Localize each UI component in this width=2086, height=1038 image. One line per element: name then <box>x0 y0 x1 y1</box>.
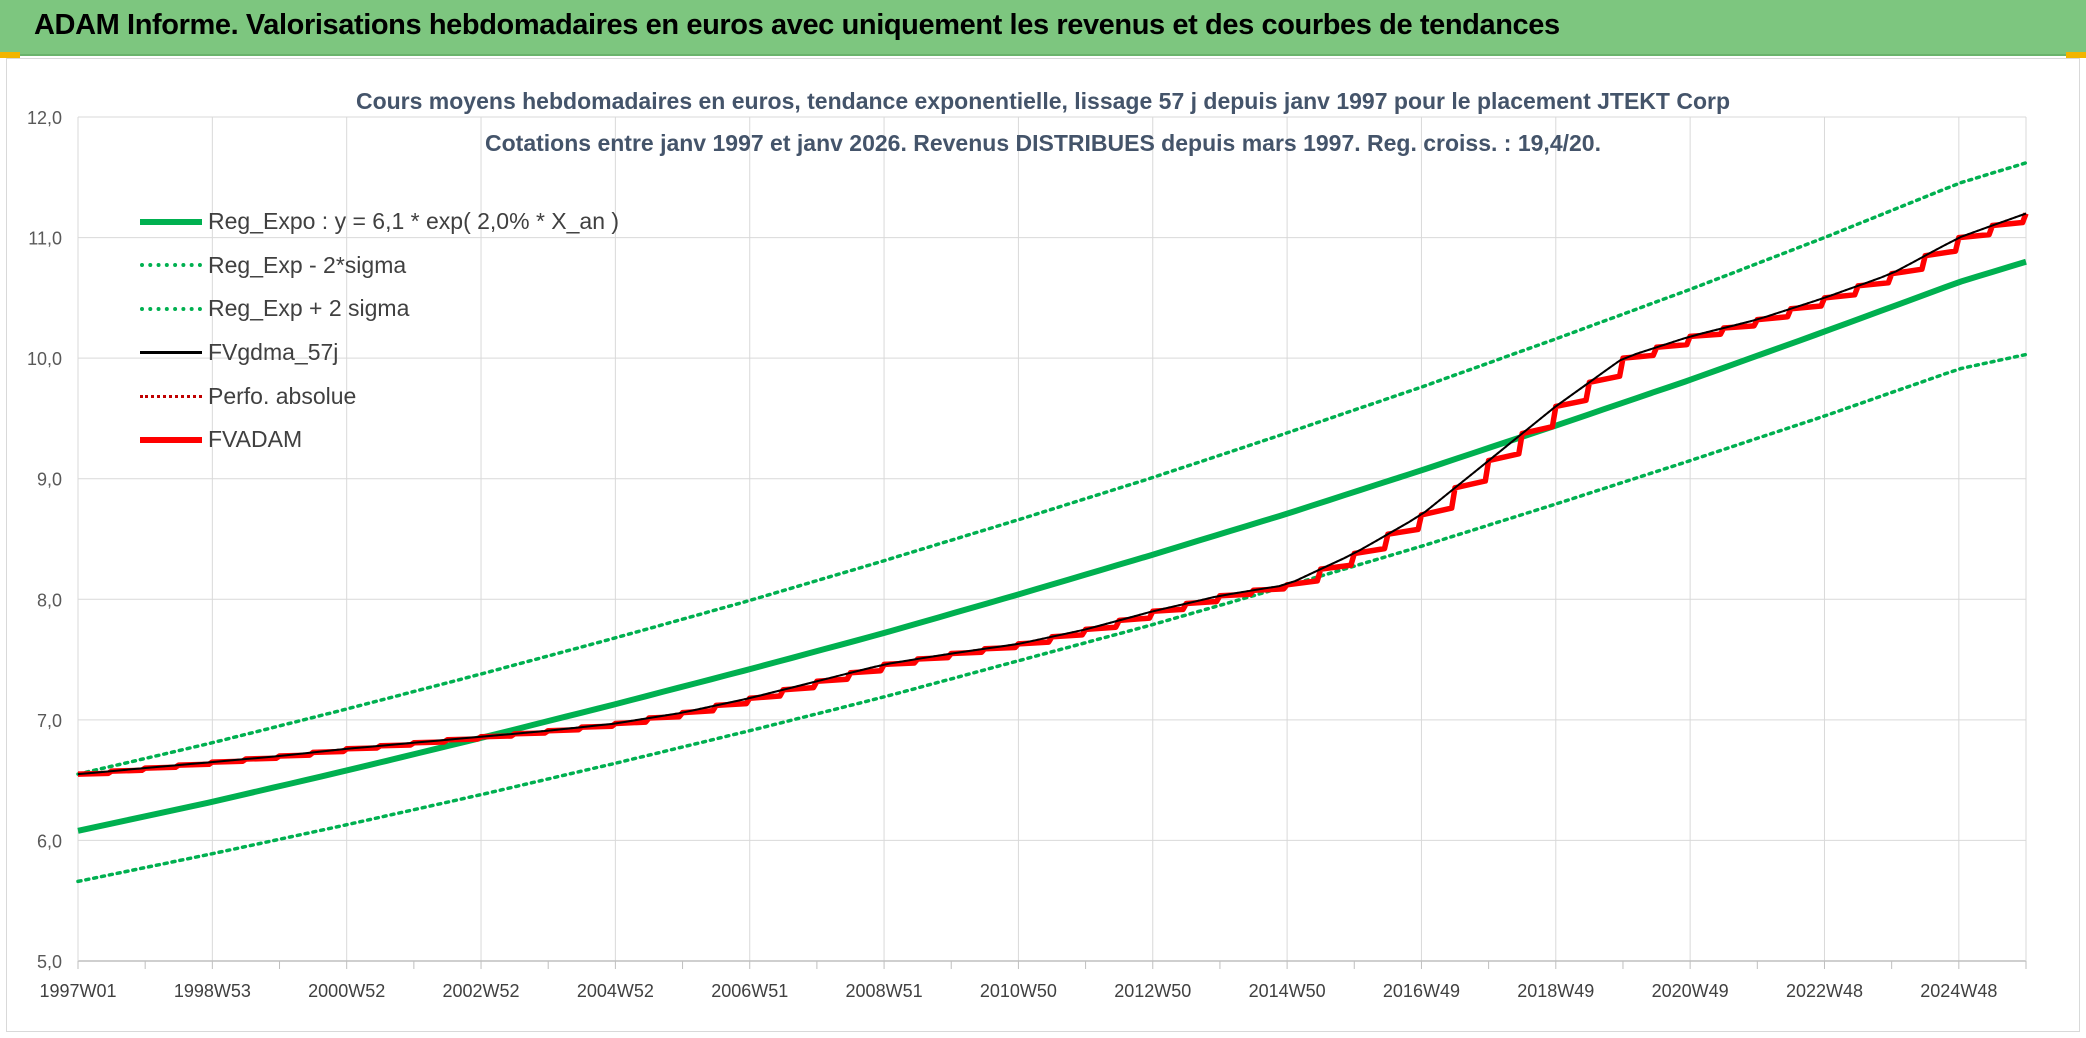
legend-label: Reg_Expo : y = 6,1 * exp( 2,0% * X_an ) <box>208 208 620 235</box>
y-axis-tick-labels: 5,0 6,0 7,0 8,0 9,0 10,0 11,0 12,0 <box>27 108 62 972</box>
chart-legend: Reg_Expo : y = 6,1 * exp( 2,0% * X_an ) R… <box>140 200 619 462</box>
reg-exp-plus-2sigma-line <box>76 161 2028 776</box>
y-tick-label: 8,0 <box>37 590 62 610</box>
legend-item: Reg_Exp + 2 sigma <box>140 287 619 331</box>
legend-label: FVgdma_57j <box>208 339 339 366</box>
legend-swatch <box>140 263 202 268</box>
y-tick-label: 9,0 <box>37 470 62 490</box>
axes <box>77 117 2027 969</box>
x-tick-label: 2016W49 <box>1383 981 1460 1001</box>
corner-marker-left <box>0 52 20 58</box>
x-tick-label: 2012W50 <box>1114 981 1191 1001</box>
legend-swatch <box>140 436 202 443</box>
x-tick-label: 2020W49 <box>1652 981 1729 1001</box>
x-tick-label: 1998W53 <box>174 981 251 1001</box>
x-tick-label: 2000W52 <box>308 981 385 1001</box>
y-tick-label: 7,0 <box>37 711 62 731</box>
chart-area-border <box>6 58 2080 1032</box>
x-tick-label: 2014W50 <box>1249 981 1326 1001</box>
x-axis-tick-labels: 1997W01 1998W53 2000W52 2002W52 2004W52 2006W… <box>39 981 1997 1001</box>
x-tick-label: 2008W51 <box>846 981 923 1001</box>
gridlines <box>77 116 2026 961</box>
x-tick-label: 2006W51 <box>711 981 788 1001</box>
legend-item: FVgdma_57j <box>140 331 619 375</box>
reg-expo-line <box>77 258 2027 834</box>
x-tick-label: 2022W48 <box>1786 981 1863 1001</box>
legend-label: Reg_Exp + 2 sigma <box>208 295 410 322</box>
x-tick-label: 2010W50 <box>980 981 1057 1001</box>
y-tick-label: 5,0 <box>37 952 62 972</box>
chart-title: Cours moyens hebdomadaires en euros, ten… <box>355 88 1731 114</box>
x-tick-label: 2002W52 <box>443 981 520 1001</box>
legend-swatch <box>140 394 202 398</box>
x-tick-label: 2024W48 <box>1920 981 1997 1001</box>
x-tick-label: 2018W49 <box>1517 981 1594 1001</box>
report-banner: ADAM Informe. Valorisations hebdomadaire… <box>0 0 2086 56</box>
legend-item: Perfo. absolue <box>140 374 619 418</box>
series-lines <box>76 161 2029 884</box>
legend-item: Reg_Exp - 2*sigma <box>140 244 619 288</box>
legend-swatch <box>140 351 202 355</box>
y-tick-label: 6,0 <box>37 831 62 851</box>
x-tick-label: 2004W52 <box>577 981 654 1001</box>
corner-marker-right <box>2066 52 2086 58</box>
report-title: ADAM Informe. Valorisations hebdomadaire… <box>34 9 1560 41</box>
y-tick-label: 12,0 <box>27 108 62 128</box>
legend-label: Perfo. absolue <box>208 382 357 409</box>
y-tick-label: 10,0 <box>27 349 62 369</box>
legend-label: FVADAM <box>208 426 303 453</box>
reg-exp-minus-2sigma-line <box>76 352 2028 884</box>
legend-item: Reg_Expo : y = 6,1 * exp( 2,0% * X_an ) <box>140 200 619 244</box>
legend-swatch <box>140 218 202 225</box>
legend-label: Reg_Exp - 2*sigma <box>208 251 407 278</box>
y-tick-label: 11,0 <box>28 229 62 249</box>
legend-swatch <box>140 306 202 311</box>
x-tick-label: 1997W01 <box>39 981 116 1001</box>
chart-subtitle: Cotations entre janv 1997 et janv 2026. … <box>485 130 1601 156</box>
legend-item: FVADAM <box>140 418 619 462</box>
fvgdma-57j-line <box>77 212 2027 776</box>
